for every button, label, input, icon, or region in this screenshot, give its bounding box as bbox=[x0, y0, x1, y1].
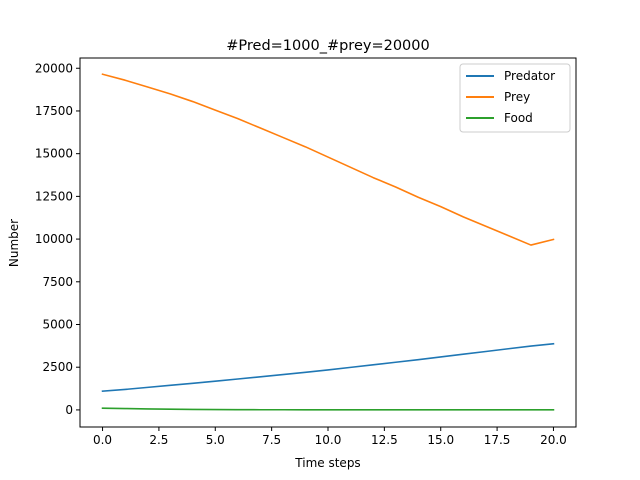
y-tick-label: 15000 bbox=[35, 147, 73, 161]
y-tick-label: 20000 bbox=[35, 61, 73, 75]
y-tick-label: 5000 bbox=[42, 318, 73, 332]
x-tick-label: 10.0 bbox=[315, 433, 342, 447]
x-axis-label: Time steps bbox=[294, 456, 360, 470]
plot-frame bbox=[79, 57, 577, 428]
series-line-predator bbox=[101, 342, 555, 392]
legend: Predator Prey Food bbox=[459, 63, 571, 133]
y-tick-label: 7500 bbox=[42, 275, 73, 289]
x-tick-label: 7.5 bbox=[262, 433, 281, 447]
y-tick-label: 12500 bbox=[35, 189, 73, 203]
axes: 0.0 2.5 5.0 7.5 10.0 12.5 15.0 17.5 20.0 0 2500 500… bbox=[35, 61, 567, 447]
y-tick-label: 0 bbox=[65, 403, 73, 417]
legend-label-prey: Prey bbox=[504, 90, 530, 104]
plot-lines bbox=[101, 73, 555, 411]
chart-title: #Pred=1000_#prey=20000 bbox=[226, 38, 429, 54]
series-line-prey bbox=[101, 73, 555, 246]
y-axis-label: Number bbox=[7, 219, 21, 267]
y-tick-label: 17500 bbox=[35, 104, 73, 118]
x-tick-label: 17.5 bbox=[484, 433, 511, 447]
y-tick-label: 10000 bbox=[35, 232, 73, 246]
x-tick-label: 5.0 bbox=[206, 433, 225, 447]
x-tick-label: 12.5 bbox=[371, 433, 398, 447]
y-tick-label: 2500 bbox=[42, 360, 73, 374]
legend-label-food: Food bbox=[504, 111, 533, 125]
x-tick-label: 2.5 bbox=[149, 433, 168, 447]
series-line-food bbox=[101, 407, 555, 411]
legend-box bbox=[459, 63, 571, 133]
x-tick-label: 15.0 bbox=[427, 433, 454, 447]
x-tick-label: 0.0 bbox=[93, 433, 112, 447]
x-tick-label: 20.0 bbox=[540, 433, 567, 447]
legend-label-predator: Predator bbox=[504, 69, 555, 83]
